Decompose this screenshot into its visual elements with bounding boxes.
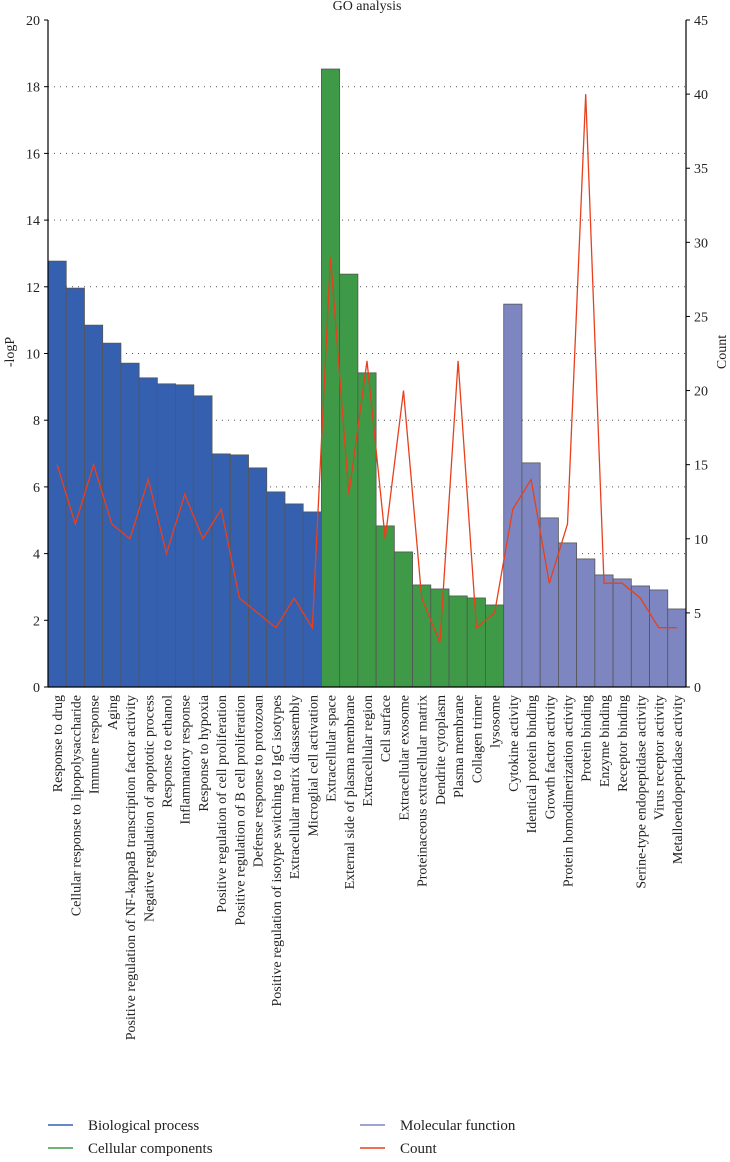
x-tick-label: Positive regulation of cell proliferatio… — [215, 695, 230, 913]
y-tick-label: 4 — [33, 548, 40, 563]
x-tick-label: Collagen trimer — [470, 695, 485, 784]
y2-axis-label: Count — [715, 335, 730, 369]
y-tick-label: 18 — [26, 81, 40, 96]
bar-8 — [176, 385, 194, 687]
bar-21 — [413, 585, 431, 687]
y-tick-label: 0 — [33, 681, 40, 696]
x-tick-label: Response to drug — [51, 695, 66, 792]
x-tick-label: Positive regulation of NF-kappaB transcr… — [124, 695, 139, 1040]
x-tick-label: Protein binding — [580, 695, 595, 782]
y-tick-label: 12 — [26, 281, 40, 296]
x-tick-label: Defense response to protozoan — [252, 695, 267, 867]
bar-11 — [230, 455, 248, 687]
bar-10 — [212, 454, 230, 687]
y-tick-label: 16 — [26, 147, 40, 162]
x-tick-label: Aging — [106, 695, 121, 730]
x-tick-label: Negative regulation of apoptotic process — [142, 695, 157, 922]
x-tick-label: Inflammatory response — [179, 695, 194, 824]
bar-24 — [467, 598, 485, 687]
x-tick-label: Proteinaceous extracellular matrix — [416, 695, 431, 887]
y2-tick-label: 5 — [694, 607, 701, 622]
y-tick-label: 20 — [26, 14, 40, 29]
x-tick-label: Extracellular region — [361, 695, 376, 807]
bar-35 — [668, 609, 686, 687]
y2-tick-label: 0 — [694, 681, 701, 696]
x-tick-label: Immune response — [88, 695, 103, 794]
x-tick-label: Identical protein binding — [525, 695, 540, 833]
x-tick-label: Receptor binding — [616, 695, 631, 792]
y2-tick-label: 40 — [694, 88, 708, 103]
bar-1 — [48, 261, 66, 687]
bar-5 — [121, 363, 139, 687]
legend-label: Molecular function — [400, 1118, 516, 1134]
bar-29 — [558, 543, 576, 687]
y2-tick-label: 20 — [694, 385, 708, 400]
x-tick-label: Cell surface — [379, 695, 394, 762]
x-tick-label: Cellular response to lipopolysaccharide — [69, 695, 84, 916]
x-tick-label: Response to hypoxia — [197, 694, 212, 811]
bar-27 — [522, 463, 540, 687]
y-tick-label: 10 — [26, 348, 40, 363]
x-tick-label: Growth factor activity — [543, 695, 558, 819]
x-tick-label: Plasma membrane — [452, 695, 467, 798]
bar-32 — [613, 579, 631, 687]
x-tick-label: Cytokine activity — [507, 695, 522, 792]
bar-17 — [340, 274, 358, 687]
bar-9 — [194, 396, 212, 687]
y-tick-label: 2 — [33, 614, 40, 629]
bar-12 — [249, 468, 267, 687]
x-tick-label: Response to ethanol — [160, 695, 175, 808]
x-tick-label: Positive regulation of isotype switching… — [270, 695, 285, 1006]
y2-tick-label: 30 — [694, 236, 708, 251]
bar-13 — [267, 492, 285, 687]
x-tick-label: Serine-type endopeptidase activity — [634, 695, 649, 889]
x-tick-label: Virus receptor activity — [653, 695, 668, 820]
bar-2 — [66, 288, 84, 687]
bar-3 — [84, 325, 102, 687]
y2-tick-label: 25 — [694, 310, 708, 325]
bar-7 — [157, 384, 175, 687]
x-tick-label: Microglial cell activation — [306, 695, 321, 837]
bar-14 — [285, 504, 303, 687]
y-tick-label: 6 — [33, 481, 40, 496]
y-tick-label: 14 — [26, 214, 40, 229]
bar-33 — [631, 586, 649, 687]
bar-34 — [650, 590, 668, 687]
chart-title: GO analysis — [333, 0, 402, 14]
x-tick-label: Enzyme binding — [598, 695, 613, 787]
bar-26 — [504, 304, 522, 687]
y2-tick-label: 10 — [694, 533, 708, 548]
y-axis-label: -logP — [3, 337, 18, 368]
x-tick-label: Extracellular matrix disassembly — [288, 695, 303, 879]
x-tick-label: External side of plasma membrane — [343, 695, 358, 889]
bar-19 — [376, 526, 394, 687]
bar-6 — [139, 378, 157, 687]
legend-label: Count — [400, 1141, 438, 1157]
x-tick-label: Protein homodimerization activity — [562, 695, 577, 887]
x-tick-label: Positive regulation of B cell proliferat… — [233, 695, 248, 926]
bar-20 — [394, 552, 412, 687]
x-tick-label: lysosome — [489, 695, 504, 748]
x-tick-label: Extracellular exosome — [397, 695, 412, 821]
bar-15 — [303, 512, 321, 687]
bar-31 — [595, 575, 613, 687]
y2-tick-label: 35 — [694, 162, 708, 177]
bar-4 — [103, 343, 121, 687]
legend-label: Biological process — [88, 1118, 199, 1134]
bar-23 — [449, 596, 467, 687]
x-tick-label: Metalloendopeptidase activity — [671, 695, 686, 864]
y-tick-label: 8 — [33, 414, 40, 429]
y2-tick-label: 15 — [694, 459, 708, 474]
x-tick-label: Dendrite cytoplasm — [434, 695, 449, 805]
legend-label: Cellular components — [88, 1141, 213, 1157]
y2-tick-label: 45 — [694, 14, 708, 29]
bar-30 — [577, 559, 595, 687]
x-tick-label: Extracellular space — [325, 695, 340, 802]
